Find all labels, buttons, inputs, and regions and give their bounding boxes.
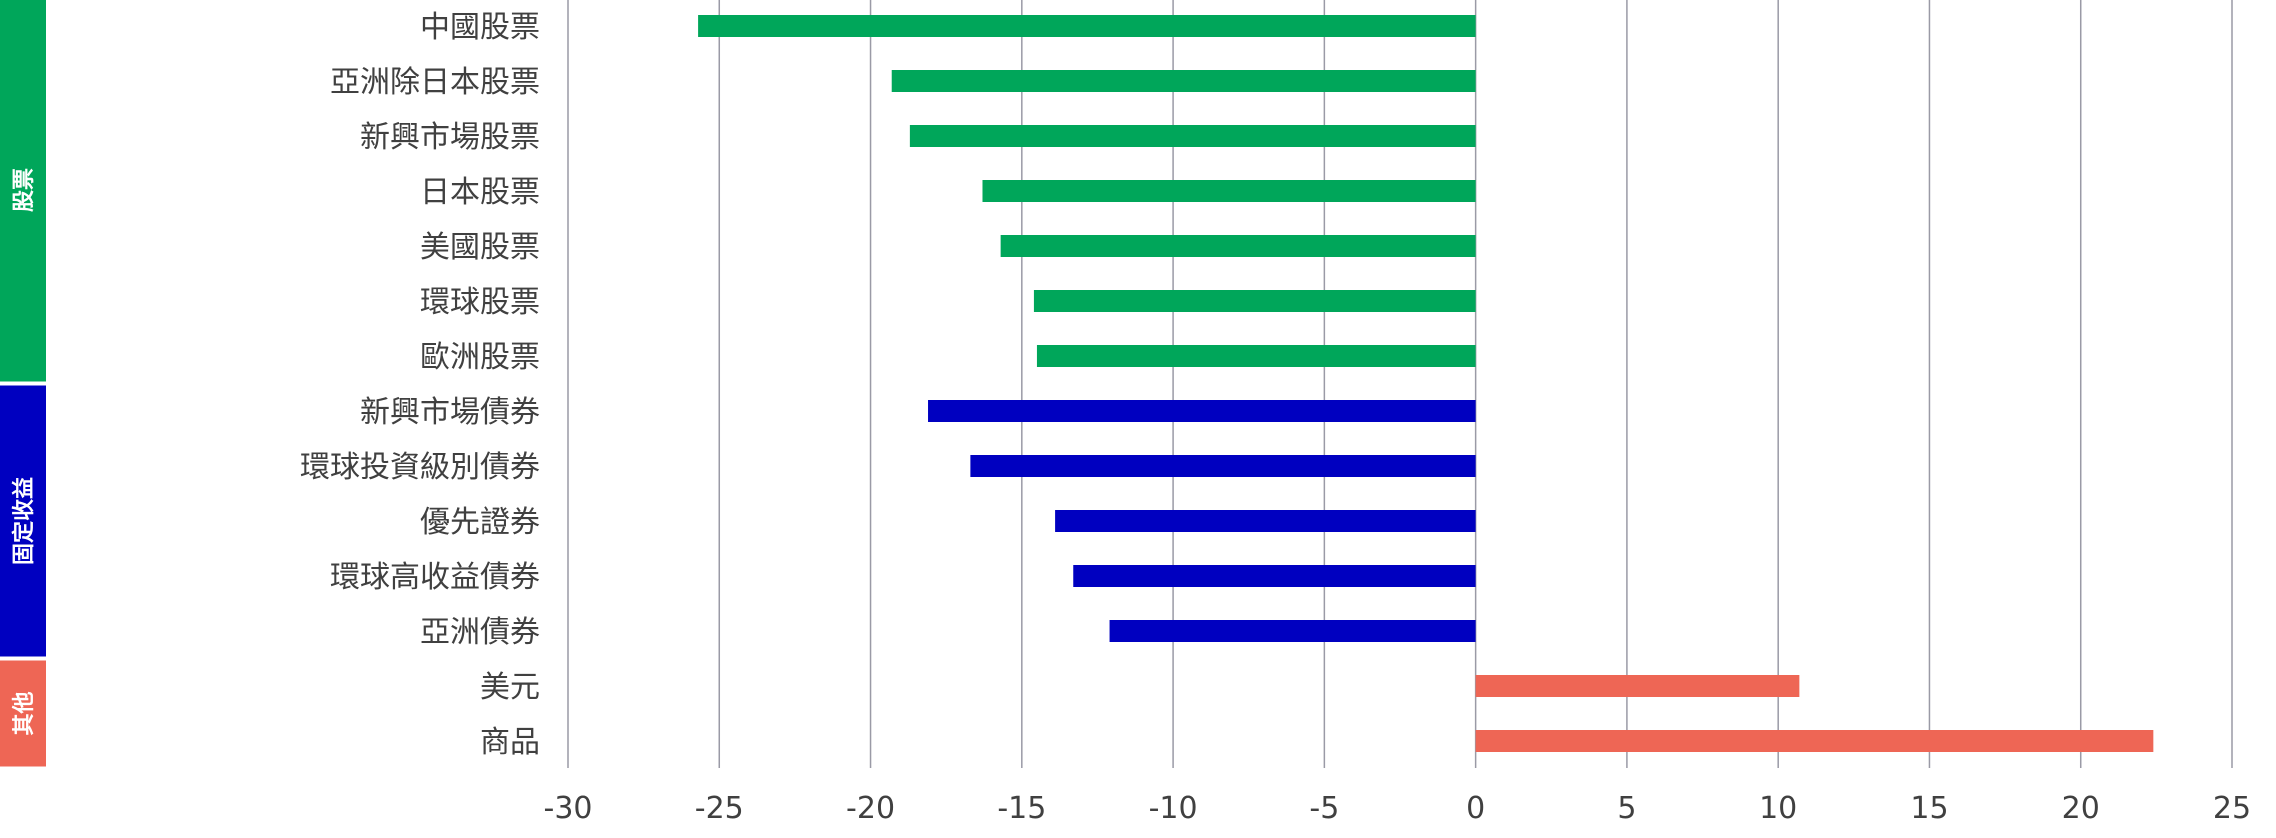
category-label: 優先證券 <box>420 505 540 540</box>
bar <box>1036 345 1476 367</box>
bar <box>1033 290 1476 312</box>
x-tick-label: 5 <box>1617 791 1636 826</box>
group-band <box>0 0 46 382</box>
x-tick-label: 25 <box>2213 791 2251 826</box>
x-tick-label: -20 <box>846 791 895 826</box>
category-label: 新興市場股票 <box>360 120 540 155</box>
category-label: 商品 <box>480 725 540 760</box>
bar <box>909 125 1476 147</box>
group-label: 其他 <box>12 691 37 735</box>
grid-lines <box>567 0 2233 768</box>
category-label: 美元 <box>480 670 540 705</box>
bar <box>1475 730 2154 752</box>
x-tick-label: -15 <box>997 791 1046 826</box>
category-label: 亞洲債券 <box>420 615 540 650</box>
bar <box>1073 565 1476 587</box>
bar <box>928 400 1476 422</box>
category-label: 美國股票 <box>420 230 540 265</box>
x-tick-label: -5 <box>1309 791 1339 826</box>
category-label: 環球投資級別債券 <box>300 450 540 485</box>
bar <box>891 70 1476 92</box>
category-label: 日本股票 <box>420 175 540 210</box>
category-labels: 中國股票亞洲除日本股票新興市場股票日本股票美國股票環球股票歐洲股票新興市場債券環… <box>300 10 540 760</box>
bar <box>1055 510 1476 532</box>
category-label: 環球高收益債券 <box>330 560 540 595</box>
x-axis-ticks: -30 -25 -20 -15 -10 -5 0 5 10 15 20 25 <box>544 791 2252 826</box>
bar <box>1109 620 1476 642</box>
group-label: 固定收益 <box>11 477 37 565</box>
group-band <box>0 385 46 657</box>
x-tick-label: 10 <box>1759 791 1797 826</box>
x-tick-label: 20 <box>2062 791 2100 826</box>
category-label: 新興市場債券 <box>360 395 540 430</box>
category-label: 中國股票 <box>420 10 540 45</box>
x-tick-label: -25 <box>695 791 744 826</box>
x-tick-label: -30 <box>544 791 593 826</box>
bar <box>982 180 1476 202</box>
bars <box>698 15 2154 752</box>
category-label: 環球股票 <box>420 285 540 320</box>
group-label: 股票 <box>12 168 37 212</box>
category-label: 亞洲除日本股票 <box>330 65 540 100</box>
bar <box>698 15 1476 37</box>
bar <box>1000 235 1476 257</box>
x-tick-label: 0 <box>1466 791 1485 826</box>
bar <box>970 455 1476 477</box>
category-label: 歐洲股票 <box>420 340 540 375</box>
x-tick-label: 15 <box>1910 791 1948 826</box>
bar <box>1475 675 1800 697</box>
group-band <box>0 660 46 767</box>
x-tick-label: -10 <box>1149 791 1198 826</box>
